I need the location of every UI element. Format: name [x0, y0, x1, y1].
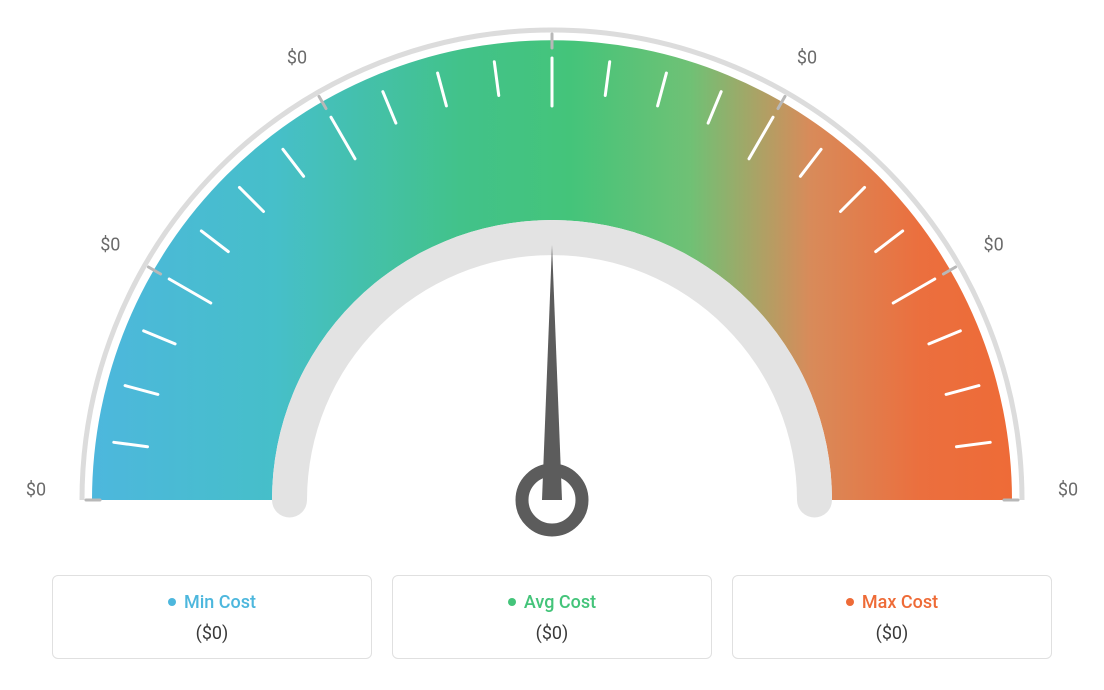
legend-label: Max Cost — [733, 592, 1051, 613]
legend-row: Min Cost ($0) Avg Cost ($0) Max Cost ($0) — [0, 575, 1104, 659]
legend-box: Avg Cost ($0) — [392, 575, 712, 659]
tick-label: $0 — [287, 48, 307, 69]
legend-box: Min Cost ($0) — [52, 575, 372, 659]
legend-label-text: Max Cost — [862, 592, 938, 613]
legend-dot-icon — [846, 598, 854, 606]
legend-box: Max Cost ($0) — [732, 575, 1052, 659]
tick-label: $0 — [984, 235, 1004, 256]
tick-label: $0 — [542, 0, 562, 1]
legend-label: Avg Cost — [393, 592, 711, 613]
legend-dot-icon — [508, 598, 516, 606]
legend-dot-icon — [168, 598, 176, 606]
legend-value: ($0) — [393, 623, 711, 644]
legend-value: ($0) — [53, 623, 371, 644]
legend-label-text: Avg Cost — [524, 592, 596, 613]
legend-label: Min Cost — [53, 592, 371, 613]
legend-value: ($0) — [733, 623, 1051, 644]
tick-label: $0 — [100, 235, 120, 256]
tick-label: $0 — [26, 480, 46, 501]
tick-label: $0 — [1058, 480, 1078, 501]
gauge-svg — [0, 0, 1104, 560]
tick-label: $0 — [797, 48, 817, 69]
gauge-needle — [542, 245, 562, 500]
legend-label-text: Min Cost — [184, 592, 256, 613]
gauge-container: $0$0$0$0$0$0$0 Min Cost($0)Avg Cost($0)M… — [0, 0, 1104, 690]
